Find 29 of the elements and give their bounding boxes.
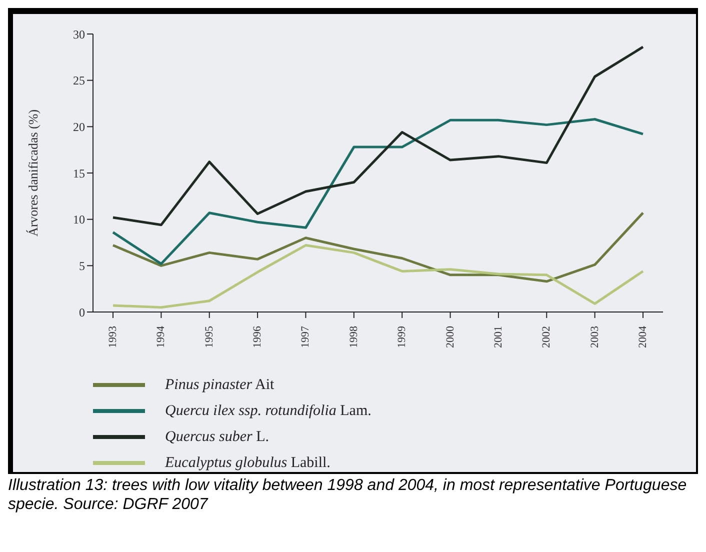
y-tick-label: 15 [73, 166, 85, 180]
line-series [112, 46, 644, 226]
x-tick-label: 1993 [107, 326, 119, 348]
x-tick-label: 2003 [588, 326, 601, 348]
x-tick-label: 2000 [444, 326, 456, 348]
x-tick-label: 1997 [300, 326, 312, 348]
y-tick-label: 30 [73, 27, 85, 42]
y-tick-label: 20 [73, 120, 85, 134]
legend-label: Quercu ilex ssp. rotundifolia Lam. [165, 402, 372, 420]
x-tick-label: 1999 [396, 326, 408, 348]
line-series [112, 212, 644, 283]
y-tick-label: 25 [73, 74, 85, 88]
x-tick-label: 1995 [203, 326, 216, 348]
legend-label: Pinus pinaster Ait [165, 376, 274, 394]
legend-label: Eucalyptus globulus Labill. [165, 454, 330, 472]
x-tick-label: 1996 [252, 326, 264, 348]
x-tick-label: 2004 [637, 326, 649, 348]
y-tick-label: 5 [79, 258, 85, 273]
y-tick-label: 10 [73, 212, 85, 227]
x-tick-label: 1994 [155, 326, 168, 348]
y-axis-title: Árvores danificadas (%) [26, 109, 41, 237]
x-tick-label: 1998 [348, 326, 360, 348]
text: Illustration 13: trees with low vitality between 1998 and 2004, in most representative Portuguese specie. Source: DGRF 2007 [8, 472, 698, 514]
x-tick-label: 2001 [492, 326, 504, 348]
line-series [112, 244, 644, 309]
y-tick-label: 0 [79, 305, 85, 320]
line-series [112, 118, 644, 266]
legend-label: Quercus suber L. [165, 428, 270, 446]
x-tick-label: 2002 [540, 326, 553, 348]
